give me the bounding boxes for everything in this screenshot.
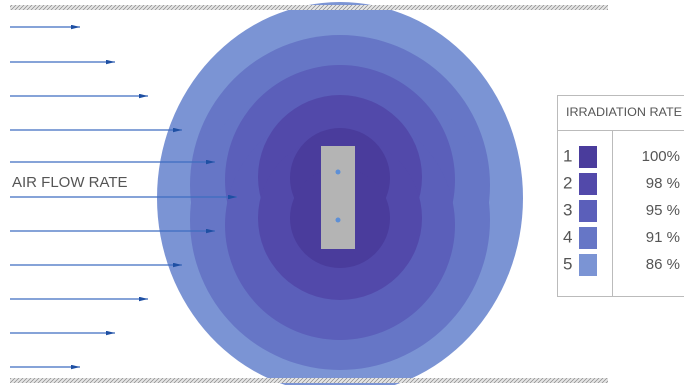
wall-top xyxy=(10,5,608,10)
legend-index: 1 xyxy=(563,146,572,165)
legend-value: 95 % xyxy=(646,202,680,219)
legend: IRRADIATION RATE 1 100% 2 98 % 3 95 % 4 91 % 5 86… xyxy=(557,95,684,297)
air-flow-label: AIR FLOW RATE xyxy=(12,174,128,191)
lamp xyxy=(321,146,355,249)
legend-swatch xyxy=(579,173,597,195)
legend-value: 86 % xyxy=(646,256,680,273)
legend-index: 2 xyxy=(563,173,572,192)
legend-title: IRRADIATION RATE xyxy=(566,107,682,119)
legend-swatch xyxy=(579,254,597,276)
legend-rows: 1 100% 2 98 % 3 95 % 4 91 % 5 86 % xyxy=(563,146,680,276)
legend-value: 100% xyxy=(642,148,680,165)
legend-swatch xyxy=(579,227,597,249)
wall-bottom xyxy=(10,378,608,383)
legend-swatch xyxy=(579,146,597,168)
legend-value: 91 % xyxy=(646,229,680,246)
air-flow-arrows xyxy=(10,24,237,370)
legend-index: 4 xyxy=(563,227,572,246)
legend-value: 98 % xyxy=(646,175,680,192)
legend-index: 3 xyxy=(563,200,572,219)
lamp-dot xyxy=(335,217,341,223)
lamp-dot xyxy=(335,169,341,175)
legend-box xyxy=(557,95,684,297)
legend-index: 5 xyxy=(563,254,572,273)
legend-swatch xyxy=(579,200,597,222)
